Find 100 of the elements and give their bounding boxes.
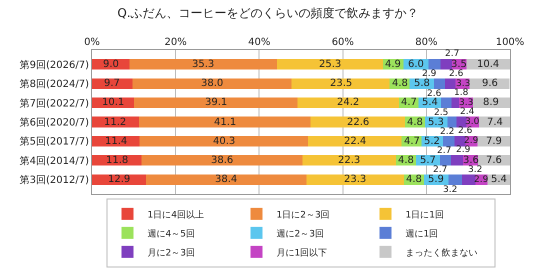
x-tick-label: 60%: [332, 37, 354, 48]
legend-label: 週に4～5回: [148, 228, 195, 240]
x-tick-label: 40%: [248, 37, 270, 48]
data-label: 38.0: [201, 78, 224, 89]
data-label: 4.9: [385, 59, 401, 70]
y-tick-label: 第8回(2024/7): [20, 78, 90, 90]
data-label: 5.4: [422, 97, 438, 108]
x-tick-label: 0%: [84, 37, 100, 48]
data-label: 3.0: [465, 117, 480, 127]
bar: [447, 116, 456, 128]
data-label: 3.2: [468, 165, 482, 175]
bar: [140, 136, 308, 146]
data-label: 39.1: [205, 97, 228, 108]
data-label: 2.4: [460, 107, 475, 117]
data-label: 2.6: [427, 89, 442, 99]
y-tick-label: 第7回(2022/7): [20, 97, 90, 110]
x-tick-label: 100%: [496, 37, 524, 48]
data-label: 2.5: [434, 108, 448, 118]
data-label: 23.5: [330, 78, 352, 89]
data-label: 4.7: [404, 136, 420, 147]
bar: [134, 98, 298, 108]
y-tick-label: 第4回(2014/7): [20, 154, 90, 167]
data-label: 2.6: [458, 126, 473, 136]
data-label: 25.3: [319, 59, 342, 70]
data-label: 4.8: [406, 174, 422, 185]
bar: [456, 116, 467, 128]
bar: [454, 136, 466, 146]
data-label: 24.2: [337, 97, 360, 108]
legend-label: 1日に4回以上: [148, 209, 204, 220]
bar: [443, 136, 454, 146]
data-label: 4.8: [398, 155, 414, 166]
bar: [428, 59, 441, 70]
y-tick-label: 第5回(2017/7): [20, 136, 90, 148]
bar: [130, 59, 278, 70]
data-label: 10.1: [102, 97, 124, 108]
data-label: 38.6: [211, 155, 234, 166]
bar: [479, 116, 510, 128]
x-tick-label: 20%: [164, 37, 187, 48]
data-label: 41.1: [214, 117, 236, 128]
legend-label: 月に1回以下: [276, 247, 328, 258]
data-label: 5.8: [414, 78, 430, 89]
data-label: 7.4: [487, 117, 503, 128]
data-label: 7.9: [486, 136, 502, 147]
data-label: 9.6: [482, 78, 498, 89]
data-label: 11.2: [104, 117, 126, 128]
y-tick-label: 第9回(2026/7): [20, 58, 90, 71]
bar: [451, 155, 464, 166]
legend-label: 1日に1回: [406, 210, 444, 220]
data-label: 4.7: [401, 97, 417, 108]
legend-label: 週に1回: [406, 228, 438, 240]
y-tick-label: 第3回(2012/7): [20, 174, 90, 186]
data-label: 22.4: [344, 136, 366, 147]
legend-label: まったく飲まない: [406, 247, 478, 258]
data-label: 11.8: [106, 155, 128, 166]
bar: [440, 155, 452, 166]
data-label: 5.2: [424, 136, 440, 147]
chart-title: Q.ふだん、コーヒーをどのくらいの頻度で飲みますか？: [117, 6, 419, 20]
data-label: 3.3: [459, 98, 474, 108]
bar: [308, 136, 402, 146]
data-label: 38.4: [215, 174, 238, 185]
data-label: 40.3: [213, 136, 236, 147]
data-label: 5.4: [491, 174, 507, 185]
bar: [302, 155, 396, 166]
data-label: 2.2: [440, 127, 454, 137]
data-label: 12.9: [108, 174, 130, 185]
bar: [277, 59, 383, 70]
bar: [462, 174, 476, 185]
bar: [444, 78, 456, 89]
legend-label: 月に2～3回: [148, 248, 195, 258]
data-label: 5.9: [428, 174, 444, 185]
data-label: 22.3: [338, 155, 360, 166]
data-label: 2.9: [422, 69, 437, 79]
data-label: 11.4: [105, 136, 128, 147]
data-label: 3.2: [443, 185, 458, 195]
bar: [141, 155, 303, 166]
bar: [132, 78, 292, 89]
data-label: 3.5: [451, 59, 467, 70]
data-label: 22.6: [347, 117, 370, 128]
bar: [448, 174, 462, 185]
y-tick-label: 第6回(2020/7): [20, 116, 90, 128]
data-label: 10.4: [477, 59, 500, 70]
data-label: 2.7: [445, 49, 460, 59]
bar: [291, 78, 390, 89]
bar: [440, 59, 452, 70]
bar: [451, 98, 459, 108]
data-label: 7.6: [486, 155, 502, 166]
data-label: 8.9: [483, 97, 499, 108]
legend-label: 週に2～3回: [276, 228, 324, 240]
bar: [310, 116, 406, 128]
data-label: 5.7: [420, 155, 436, 166]
data-label: 2.7: [437, 146, 452, 156]
legend-label: 1日に2～3回: [276, 210, 330, 220]
data-label: 1.8: [454, 88, 469, 98]
data-label: 5.3: [428, 117, 444, 128]
bar: [298, 98, 399, 108]
bar: [306, 174, 404, 185]
data-label: 23.3: [344, 174, 366, 185]
bar: [146, 174, 306, 185]
bar: [441, 98, 452, 108]
data-label: 9.7: [104, 78, 120, 89]
